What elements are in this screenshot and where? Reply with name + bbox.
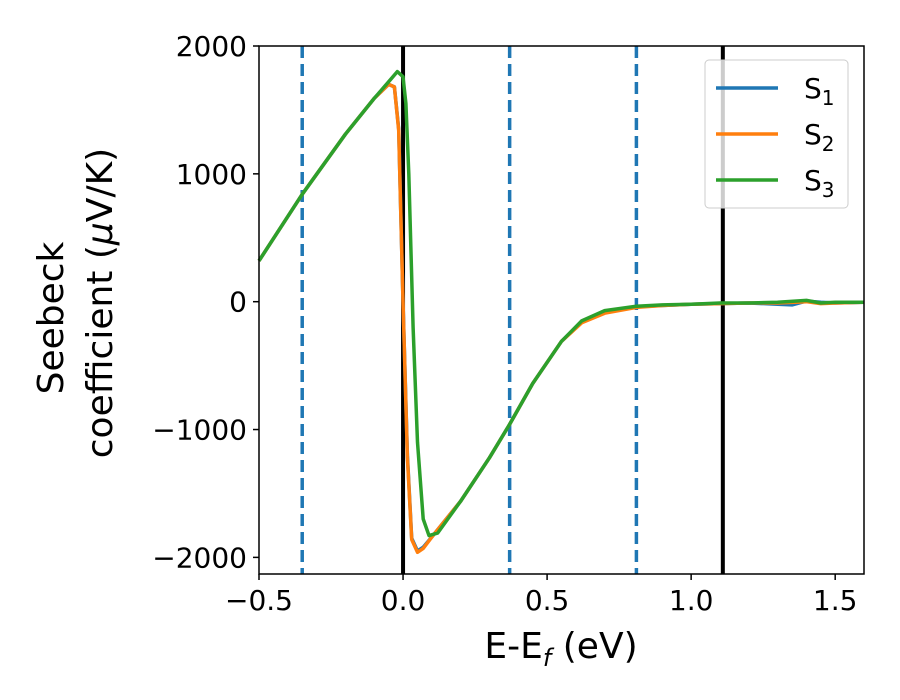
y-axis-title: Seebeck coefficient (μV/K) bbox=[31, 148, 121, 458]
y-tick-label: 0 bbox=[229, 286, 247, 319]
x-tick-label: 1.5 bbox=[813, 584, 858, 617]
x-tick-label: 1.0 bbox=[669, 584, 714, 617]
plot-frame bbox=[258, 45, 865, 575]
x-axis-ticks: −0.5 0.0 0.5 1.0 1.5 bbox=[225, 574, 857, 617]
y-tick-label: −1000 bbox=[152, 414, 247, 447]
y-tick-label: −2000 bbox=[152, 541, 247, 574]
legend-label-s2: S2 bbox=[804, 118, 835, 156]
legend-label-s1: S1 bbox=[804, 72, 835, 110]
y-tick-label: 2000 bbox=[176, 30, 247, 63]
x-tick-label: 0.5 bbox=[525, 584, 570, 617]
vertical-reference-lines bbox=[300, 46, 725, 574]
legend-label-s3: S3 bbox=[804, 164, 835, 202]
y-axis-ticks: −2000 −1000 0 1000 2000 bbox=[152, 30, 259, 574]
x-tick-label: −0.5 bbox=[225, 584, 293, 617]
x-axis-title: E-Ef (eV) bbox=[484, 626, 637, 672]
y-axis-title-line1: Seebeck bbox=[31, 241, 72, 394]
series-lines bbox=[257, 69, 865, 555]
legend: S1 S2 S3 bbox=[704, 59, 849, 209]
x-tick-label: 0.0 bbox=[381, 584, 426, 617]
y-tick-label: 1000 bbox=[176, 158, 247, 191]
series-line-s3 bbox=[257, 69, 864, 538]
y-axis-title-line2: coefficient (μV/K) bbox=[80, 148, 121, 458]
